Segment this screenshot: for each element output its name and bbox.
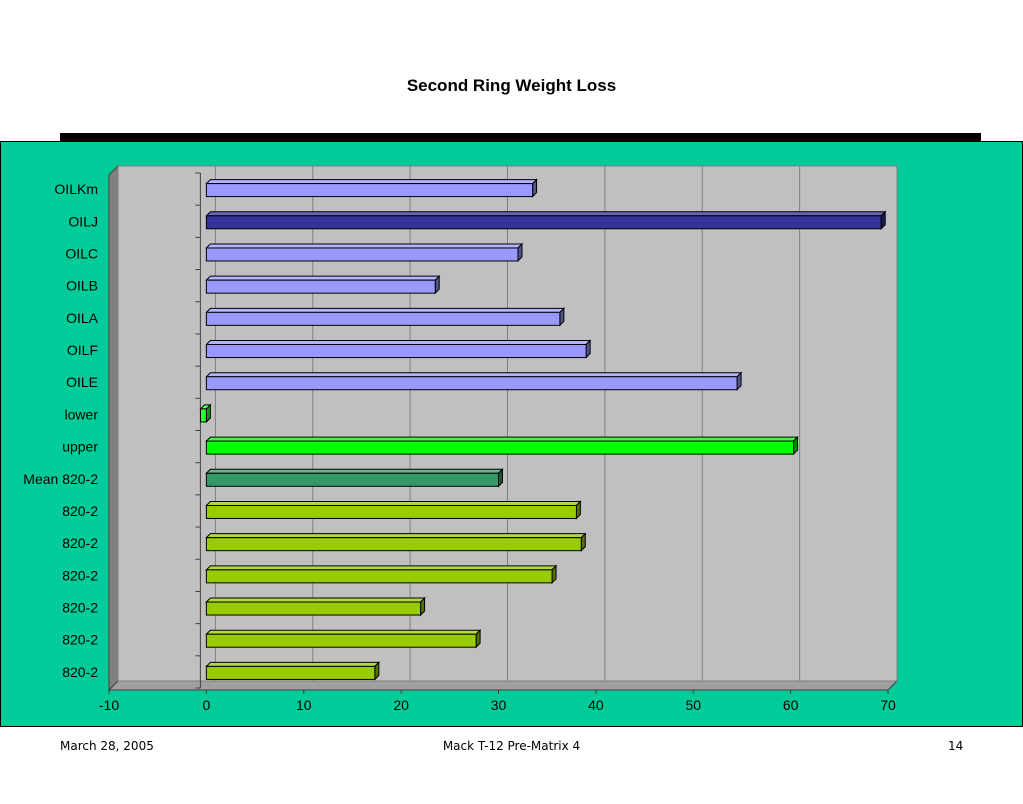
bar-face: [205, 440, 795, 455]
bar-top: [205, 372, 743, 378]
category-label: 820-2: [62, 632, 98, 648]
category-label: OILJ: [68, 213, 98, 229]
bar-chart: OILKm OILJ OILC OILB OILA OILF OILE lower upper M…: [23, 164, 899, 713]
chart-panel: OILKm OILJ OILC OILB OILA OILF OILE lower upper M…: [0, 141, 1023, 727]
value-tick-label: -10: [99, 697, 119, 713]
bar-top: [205, 179, 538, 185]
footer-title: Mack T-12 Pre-Matrix 4: [442, 739, 581, 753]
bar: [205, 629, 482, 649]
side-wall: [108, 164, 119, 692]
value-tick-label: 40: [588, 697, 604, 713]
bar: [205, 500, 582, 520]
bar: [205, 564, 558, 585]
bar-top: [205, 340, 592, 346]
bar: [205, 242, 524, 263]
value-tick-label: 30: [491, 697, 507, 713]
value-tick-label: 20: [393, 697, 409, 713]
bar-face: [205, 601, 422, 616]
bar-face: [205, 279, 436, 294]
category-label: Mean 820-2: [23, 471, 98, 487]
bar: [205, 596, 426, 617]
bar: [205, 532, 587, 552]
value-tick-label: 60: [783, 697, 799, 713]
category-label: lower: [65, 406, 99, 422]
bar-top: [205, 275, 441, 281]
value-tick-label: 50: [685, 697, 701, 713]
bar-face: [205, 376, 738, 391]
bar-face: [205, 215, 882, 230]
bar-top: [205, 500, 582, 506]
page-number: 14: [948, 739, 964, 753]
bar-face: [200, 408, 207, 423]
value-tick-label: 10: [296, 697, 312, 713]
bar: [199, 403, 212, 424]
bar: [205, 339, 592, 359]
category-label: OILC: [65, 245, 98, 261]
bar-top: [205, 436, 799, 442]
bar-face: [205, 537, 582, 552]
bar-top: [205, 597, 426, 603]
bar-face: [205, 183, 534, 198]
bar: [205, 210, 887, 230]
bar: [205, 274, 441, 295]
bar-face: [205, 311, 561, 326]
category-label: OILE: [66, 374, 98, 390]
category-label: OILB: [66, 278, 98, 294]
bar-face: [205, 665, 376, 680]
bar-face: [205, 633, 477, 648]
value-tick-label: 0: [202, 697, 210, 713]
category-label: 820-2: [62, 503, 98, 519]
bar-face: [205, 247, 519, 262]
category-label: OILF: [67, 342, 98, 358]
footer-date: March 28, 2005: [60, 739, 154, 753]
category-label: 820-2: [62, 535, 98, 551]
bar: [205, 661, 381, 681]
bar-top: [205, 468, 504, 474]
bar: [205, 178, 538, 198]
bar-top: [205, 565, 558, 571]
bar-top: [205, 307, 566, 313]
category-label: upper: [62, 439, 98, 455]
bar-top: [205, 533, 587, 539]
bar-top: [205, 661, 381, 667]
bar-face: [205, 344, 587, 359]
bar-face: [205, 472, 499, 487]
floor: [107, 680, 899, 691]
bar: [205, 307, 566, 327]
chart-title: Second Ring Weight Loss: [406, 76, 617, 95]
bar-top: [205, 629, 482, 635]
bar: [205, 468, 504, 488]
category-label: 820-2: [62, 567, 98, 583]
value-tick-label: 70: [880, 697, 896, 713]
bar-top: [205, 211, 887, 217]
category-label: 820-2: [62, 664, 98, 680]
title-rule: [60, 133, 981, 141]
bar-face: [205, 504, 577, 519]
bar-top: [205, 243, 524, 249]
bar-face: [205, 569, 553, 584]
bar: [205, 435, 799, 456]
category-label: 820-2: [62, 600, 98, 616]
category-label: OILA: [66, 310, 99, 326]
bar: [205, 371, 743, 391]
category-label: OILKm: [54, 181, 98, 197]
